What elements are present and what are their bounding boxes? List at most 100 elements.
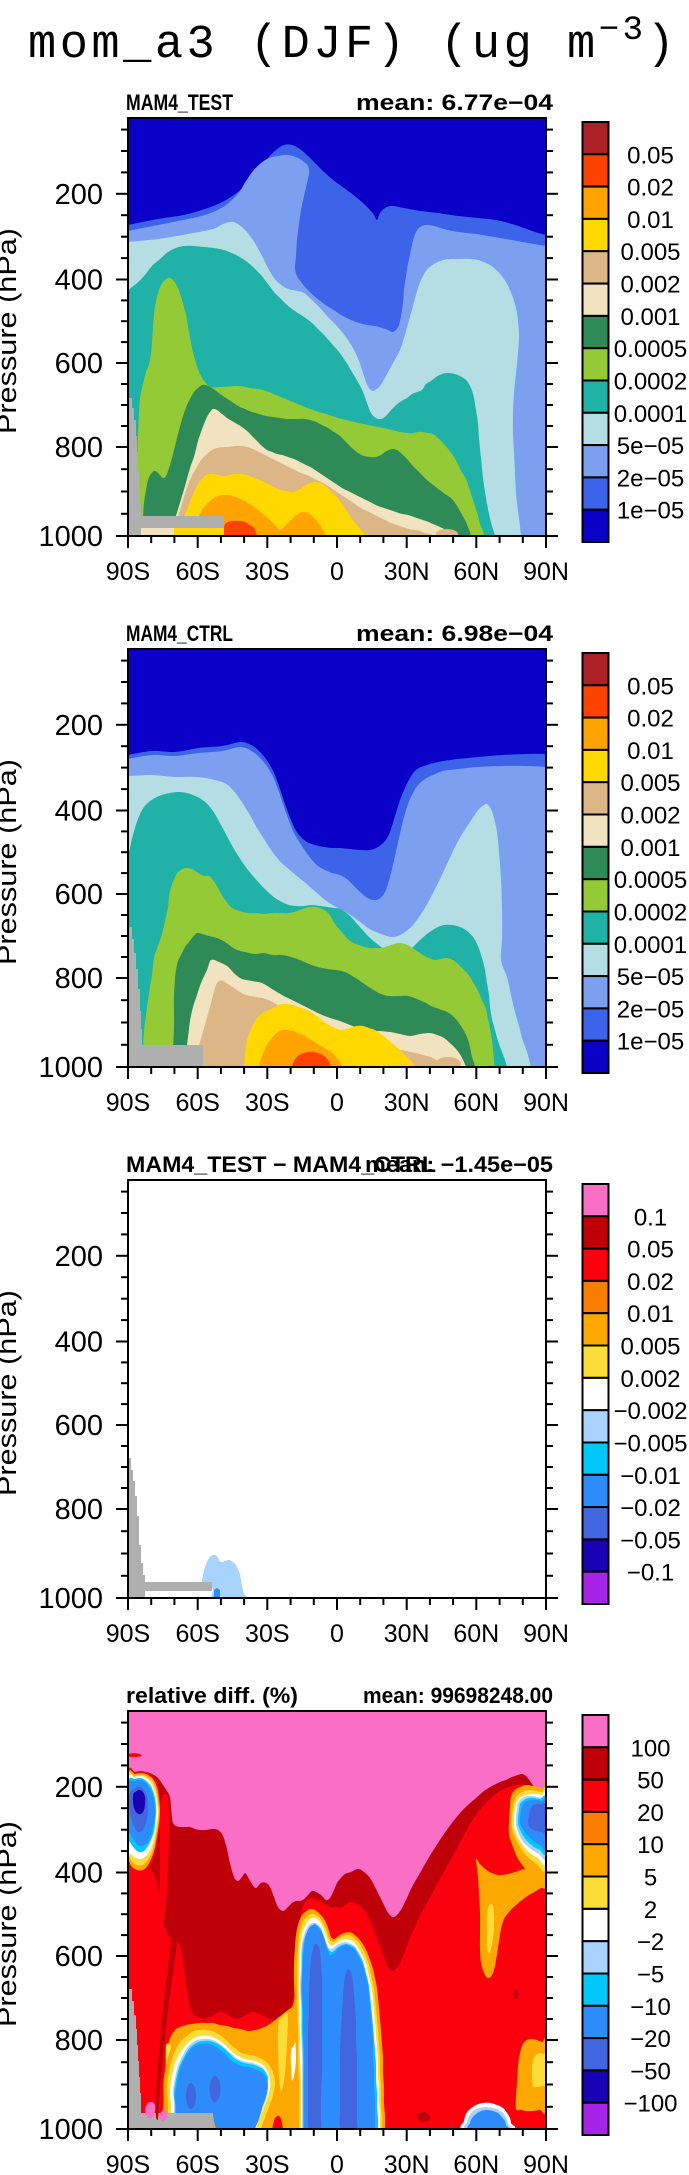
svg-text:400: 400 [55, 1858, 103, 1890]
svg-text:0.0005: 0.0005 [614, 867, 687, 894]
svg-text:0.0002: 0.0002 [614, 900, 687, 927]
svg-text:0.01: 0.01 [627, 207, 674, 234]
svg-text:200: 200 [55, 1241, 103, 1273]
svg-text:0: 0 [330, 1089, 344, 1117]
svg-text:−50: −50 [630, 2058, 671, 2085]
svg-text:600: 600 [55, 879, 103, 911]
svg-text:0: 0 [330, 2151, 344, 2175]
svg-text:mean: 99698248.00: mean: 99698248.00 [363, 1683, 553, 1708]
svg-text:mean: 6.98e−04: mean: 6.98e−04 [356, 621, 554, 646]
svg-text:60N: 60N [453, 1089, 499, 1117]
svg-text:5: 5 [644, 1865, 657, 1892]
svg-text:60S: 60S [175, 558, 219, 586]
svg-text:0.05: 0.05 [627, 142, 674, 169]
svg-text:−0.002: −0.002 [613, 1398, 687, 1425]
svg-text:0: 0 [330, 558, 344, 586]
svg-text:MAM4_TEST − MAM4_CTRL: MAM4_TEST − MAM4_CTRL [126, 1152, 436, 1177]
svg-text:60S: 60S [175, 2151, 219, 2175]
svg-text:90N: 90N [523, 558, 569, 586]
svg-text:400: 400 [55, 1327, 103, 1359]
svg-text:400: 400 [55, 796, 103, 828]
svg-text:30S: 30S [245, 1089, 289, 1117]
svg-text:800: 800 [55, 2025, 103, 2057]
svg-text:2: 2 [644, 1897, 657, 1924]
svg-text:0.0001: 0.0001 [614, 401, 687, 428]
svg-text:200: 200 [55, 710, 103, 742]
svg-text:0.0001: 0.0001 [614, 932, 687, 959]
svg-text:relative diff. (%): relative diff. (%) [126, 1683, 298, 1708]
svg-text:90S: 90S [106, 1620, 150, 1648]
svg-text:600: 600 [55, 1410, 103, 1442]
svg-text:−2: −2 [637, 1929, 664, 1956]
svg-text:1e−05: 1e−05 [617, 1029, 684, 1056]
svg-text:2e−05: 2e−05 [617, 465, 684, 492]
svg-text:60N: 60N [453, 1620, 499, 1648]
svg-text:60S: 60S [175, 1620, 219, 1648]
svg-text:0.05: 0.05 [627, 1237, 674, 1264]
svg-text:600: 600 [55, 348, 103, 380]
svg-text:20: 20 [637, 1800, 664, 1827]
svg-text:−0.02: −0.02 [620, 1495, 681, 1522]
svg-text:90S: 90S [106, 558, 150, 586]
svg-text:0.0002: 0.0002 [614, 369, 687, 396]
svg-text:60S: 60S [175, 1089, 219, 1117]
svg-text:0.0005: 0.0005 [614, 336, 687, 363]
svg-text:Pressure (hPa): Pressure (hPa) [0, 228, 22, 434]
svg-text:Pressure (hPa): Pressure (hPa) [0, 1290, 22, 1496]
svg-text:0.002: 0.002 [620, 1366, 680, 1393]
svg-text:0.001: 0.001 [620, 304, 680, 331]
svg-text:0.001: 0.001 [620, 835, 680, 862]
svg-text:−0.01: −0.01 [620, 1463, 681, 1490]
svg-text:−10: −10 [630, 1994, 671, 2021]
svg-text:−20: −20 [630, 2026, 671, 2053]
svg-text:Pressure (hPa): Pressure (hPa) [0, 759, 22, 965]
svg-text:600: 600 [55, 1941, 103, 1973]
svg-text:30N: 30N [384, 1620, 430, 1648]
svg-text:mean: −1.45e−05: mean: −1.45e−05 [365, 1152, 553, 1177]
svg-text:0.02: 0.02 [627, 175, 674, 202]
svg-text:30S: 30S [245, 558, 289, 586]
svg-text:5e−05: 5e−05 [617, 964, 684, 991]
svg-text:1000: 1000 [38, 2114, 103, 2146]
svg-text:0.005: 0.005 [620, 239, 680, 266]
svg-text:0.1: 0.1 [634, 1204, 667, 1231]
svg-text:0.05: 0.05 [627, 673, 674, 700]
svg-text:0.005: 0.005 [620, 1334, 680, 1361]
svg-text:2e−05: 2e−05 [617, 996, 684, 1023]
svg-text:1e−05: 1e−05 [617, 498, 684, 525]
svg-text:90N: 90N [523, 1620, 569, 1648]
svg-text:1000: 1000 [38, 521, 103, 553]
svg-text:mean: 6.77e−04: mean: 6.77e−04 [356, 90, 554, 115]
svg-text:90S: 90S [106, 1089, 150, 1117]
svg-text:mom_a3 (DJF) (ug m−3): mom_a3 (DJF) (ug m−3) [28, 12, 678, 72]
svg-text:30N: 30N [384, 2151, 430, 2175]
svg-text:0.02: 0.02 [627, 706, 674, 733]
svg-text:0.01: 0.01 [627, 738, 674, 765]
svg-text:10: 10 [637, 1832, 664, 1859]
svg-text:30N: 30N [384, 558, 430, 586]
svg-text:1000: 1000 [38, 1583, 103, 1615]
svg-text:30S: 30S [245, 2151, 289, 2175]
svg-text:50: 50 [637, 1768, 664, 1795]
svg-text:30N: 30N [384, 1089, 430, 1117]
svg-text:0.002: 0.002 [620, 803, 680, 830]
svg-text:60N: 60N [453, 2151, 499, 2175]
svg-text:1000: 1000 [38, 1052, 103, 1084]
svg-text:200: 200 [55, 1772, 103, 1804]
svg-text:MAM4_CTRL: MAM4_CTRL [126, 621, 233, 646]
svg-text:400: 400 [55, 265, 103, 297]
svg-text:30S: 30S [245, 1620, 289, 1648]
svg-text:MAM4_TEST: MAM4_TEST [126, 90, 233, 115]
svg-text:−0.005: −0.005 [613, 1431, 687, 1458]
svg-text:−5: −5 [637, 1962, 664, 1989]
svg-text:0.005: 0.005 [620, 770, 680, 797]
svg-text:200: 200 [55, 179, 103, 211]
svg-text:0: 0 [330, 1620, 344, 1648]
svg-text:−100: −100 [623, 2091, 677, 2118]
svg-text:800: 800 [55, 963, 103, 995]
svg-text:Pressure (hPa): Pressure (hPa) [0, 1821, 22, 2027]
svg-text:800: 800 [55, 1494, 103, 1526]
svg-text:0.02: 0.02 [627, 1269, 674, 1296]
svg-text:90N: 90N [523, 2151, 569, 2175]
svg-text:5e−05: 5e−05 [617, 433, 684, 460]
